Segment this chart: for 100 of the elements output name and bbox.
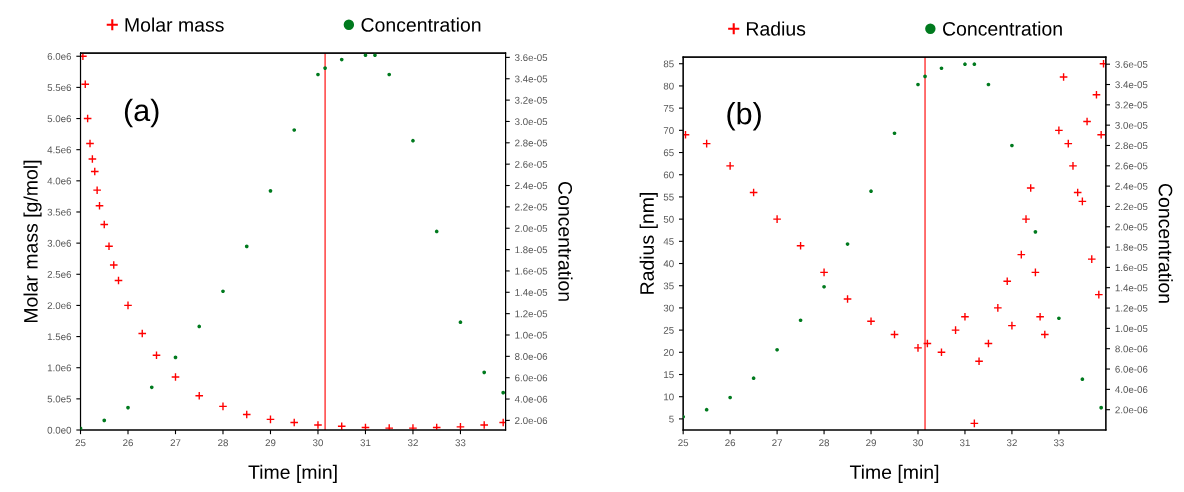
point xyxy=(1007,321,1017,331)
point xyxy=(1091,90,1101,100)
y2-axis-title: Concentration xyxy=(1158,184,1173,303)
y2-tick-label: 2.6e-05 xyxy=(515,160,548,168)
x-tick-label: 30 xyxy=(312,439,323,447)
y-tick-label: 80 xyxy=(663,82,674,90)
point xyxy=(892,131,897,136)
point xyxy=(373,53,377,58)
y-tick-label: 40 xyxy=(663,260,674,268)
y2-tick-label: 3.2e-05 xyxy=(514,96,548,104)
point xyxy=(482,370,487,375)
point xyxy=(728,395,732,400)
point xyxy=(972,62,977,67)
point xyxy=(913,343,923,353)
y-tick-label: 3.0e6 xyxy=(47,239,72,247)
y2-tick-label: 2.0e-06 xyxy=(515,417,548,425)
point xyxy=(939,66,944,71)
point xyxy=(1094,290,1104,300)
y-tick-label: 5.0e6 xyxy=(47,115,72,123)
point xyxy=(268,189,273,193)
y2-tick-label: 1.2e-05 xyxy=(1115,304,1148,312)
point xyxy=(1082,116,1092,126)
point xyxy=(411,138,415,143)
point xyxy=(845,242,850,246)
y2-tick-label: 2.6e-05 xyxy=(1115,162,1148,170)
y-tick-label: 6.0e6 xyxy=(47,52,72,60)
y2-tick-label: 2.4e-05 xyxy=(515,182,548,190)
y-tick-label: 1.5e6 xyxy=(47,333,72,341)
y2-tick-label: 1.6e-05 xyxy=(1115,264,1148,272)
y2-tick-label: 2.4e-05 xyxy=(1115,182,1148,190)
point xyxy=(170,372,180,382)
y2-tick-label: 3.6e-05 xyxy=(1115,60,1148,68)
point xyxy=(916,82,920,87)
point xyxy=(292,128,297,132)
y-tick-label: 20 xyxy=(663,349,674,356)
point xyxy=(458,320,463,325)
x-tick-label: 30 xyxy=(912,439,924,447)
point xyxy=(479,420,489,430)
point xyxy=(1096,130,1106,140)
y-tick-label: 50 xyxy=(663,215,674,223)
point xyxy=(92,185,102,195)
y-tick-label: 45 xyxy=(663,238,674,245)
x-tick-label: 28 xyxy=(218,439,228,447)
x-tick-label: 32 xyxy=(1006,439,1017,447)
y2-tick-label: 1.4e-05 xyxy=(1115,284,1148,292)
x-tick-label: 26 xyxy=(123,439,133,447)
point xyxy=(323,66,327,70)
point xyxy=(1010,143,1014,148)
x-tick-label: 28 xyxy=(819,439,830,447)
x-tick-label: 32 xyxy=(407,439,418,447)
point xyxy=(384,423,394,431)
point xyxy=(866,316,876,326)
legend-label: Concentration xyxy=(361,17,481,32)
y2-tick-label: 3.4e-05 xyxy=(514,75,548,83)
x-tick-label: 29 xyxy=(265,439,276,447)
point xyxy=(819,267,829,277)
annotation: (a) xyxy=(124,98,159,128)
point xyxy=(85,138,95,148)
point xyxy=(126,405,130,410)
y-tick-label: 55 xyxy=(663,193,674,201)
x-tick-label: 27 xyxy=(170,439,181,447)
x-tick-label: 29 xyxy=(866,439,876,447)
point xyxy=(221,289,225,294)
y-tick-label: 35 xyxy=(663,282,674,290)
y2-tick-label: 8.0e-06 xyxy=(1115,345,1148,353)
y2-tick-label: 2.0e-05 xyxy=(515,224,548,232)
point xyxy=(1035,312,1045,322)
point xyxy=(1087,254,1097,264)
x-tick-label: 31 xyxy=(360,439,371,447)
point xyxy=(725,161,735,171)
y2-tick-label: 3.2e-05 xyxy=(1115,101,1148,109)
x-tick-label: 26 xyxy=(725,439,736,447)
y2-tick-label: 8.0e-06 xyxy=(515,353,548,360)
y-tick-label: 85 xyxy=(663,60,674,68)
point xyxy=(822,284,826,289)
point xyxy=(923,74,927,79)
y-tick-label: 5 xyxy=(669,415,674,423)
point xyxy=(1057,316,1061,321)
y2-tick-label: 2.8e-05 xyxy=(515,139,548,147)
point xyxy=(1080,377,1085,382)
y-tick-label: 15 xyxy=(664,371,674,379)
y-axis-title: Molar mass [g/mol] xyxy=(23,160,42,323)
point xyxy=(751,376,756,381)
y2-tick-label: 3.6e-05 xyxy=(514,54,548,62)
y-tick-label: 70 xyxy=(663,127,674,134)
y-axis-title: Radius [nm] xyxy=(639,193,658,294)
legend-label: Concentration xyxy=(943,21,1062,36)
y2-tick-label: 2.8e-05 xyxy=(1115,142,1148,150)
y2-tick-label: 6.0e-06 xyxy=(515,374,548,382)
y2-tick-label: 1.2e-05 xyxy=(515,310,548,318)
point xyxy=(869,189,873,194)
point xyxy=(960,312,970,322)
point xyxy=(244,244,249,249)
point xyxy=(951,325,961,335)
y-tick-label: 1.0e6 xyxy=(47,364,72,372)
x-tick-label: 25 xyxy=(678,439,689,447)
y2-tick-label: 1.0e-05 xyxy=(515,331,548,339)
point xyxy=(1026,183,1036,193)
y2-tick-label: 2.2e-05 xyxy=(1115,203,1148,211)
y2-tick-label: 2.0e-05 xyxy=(1115,223,1148,231)
